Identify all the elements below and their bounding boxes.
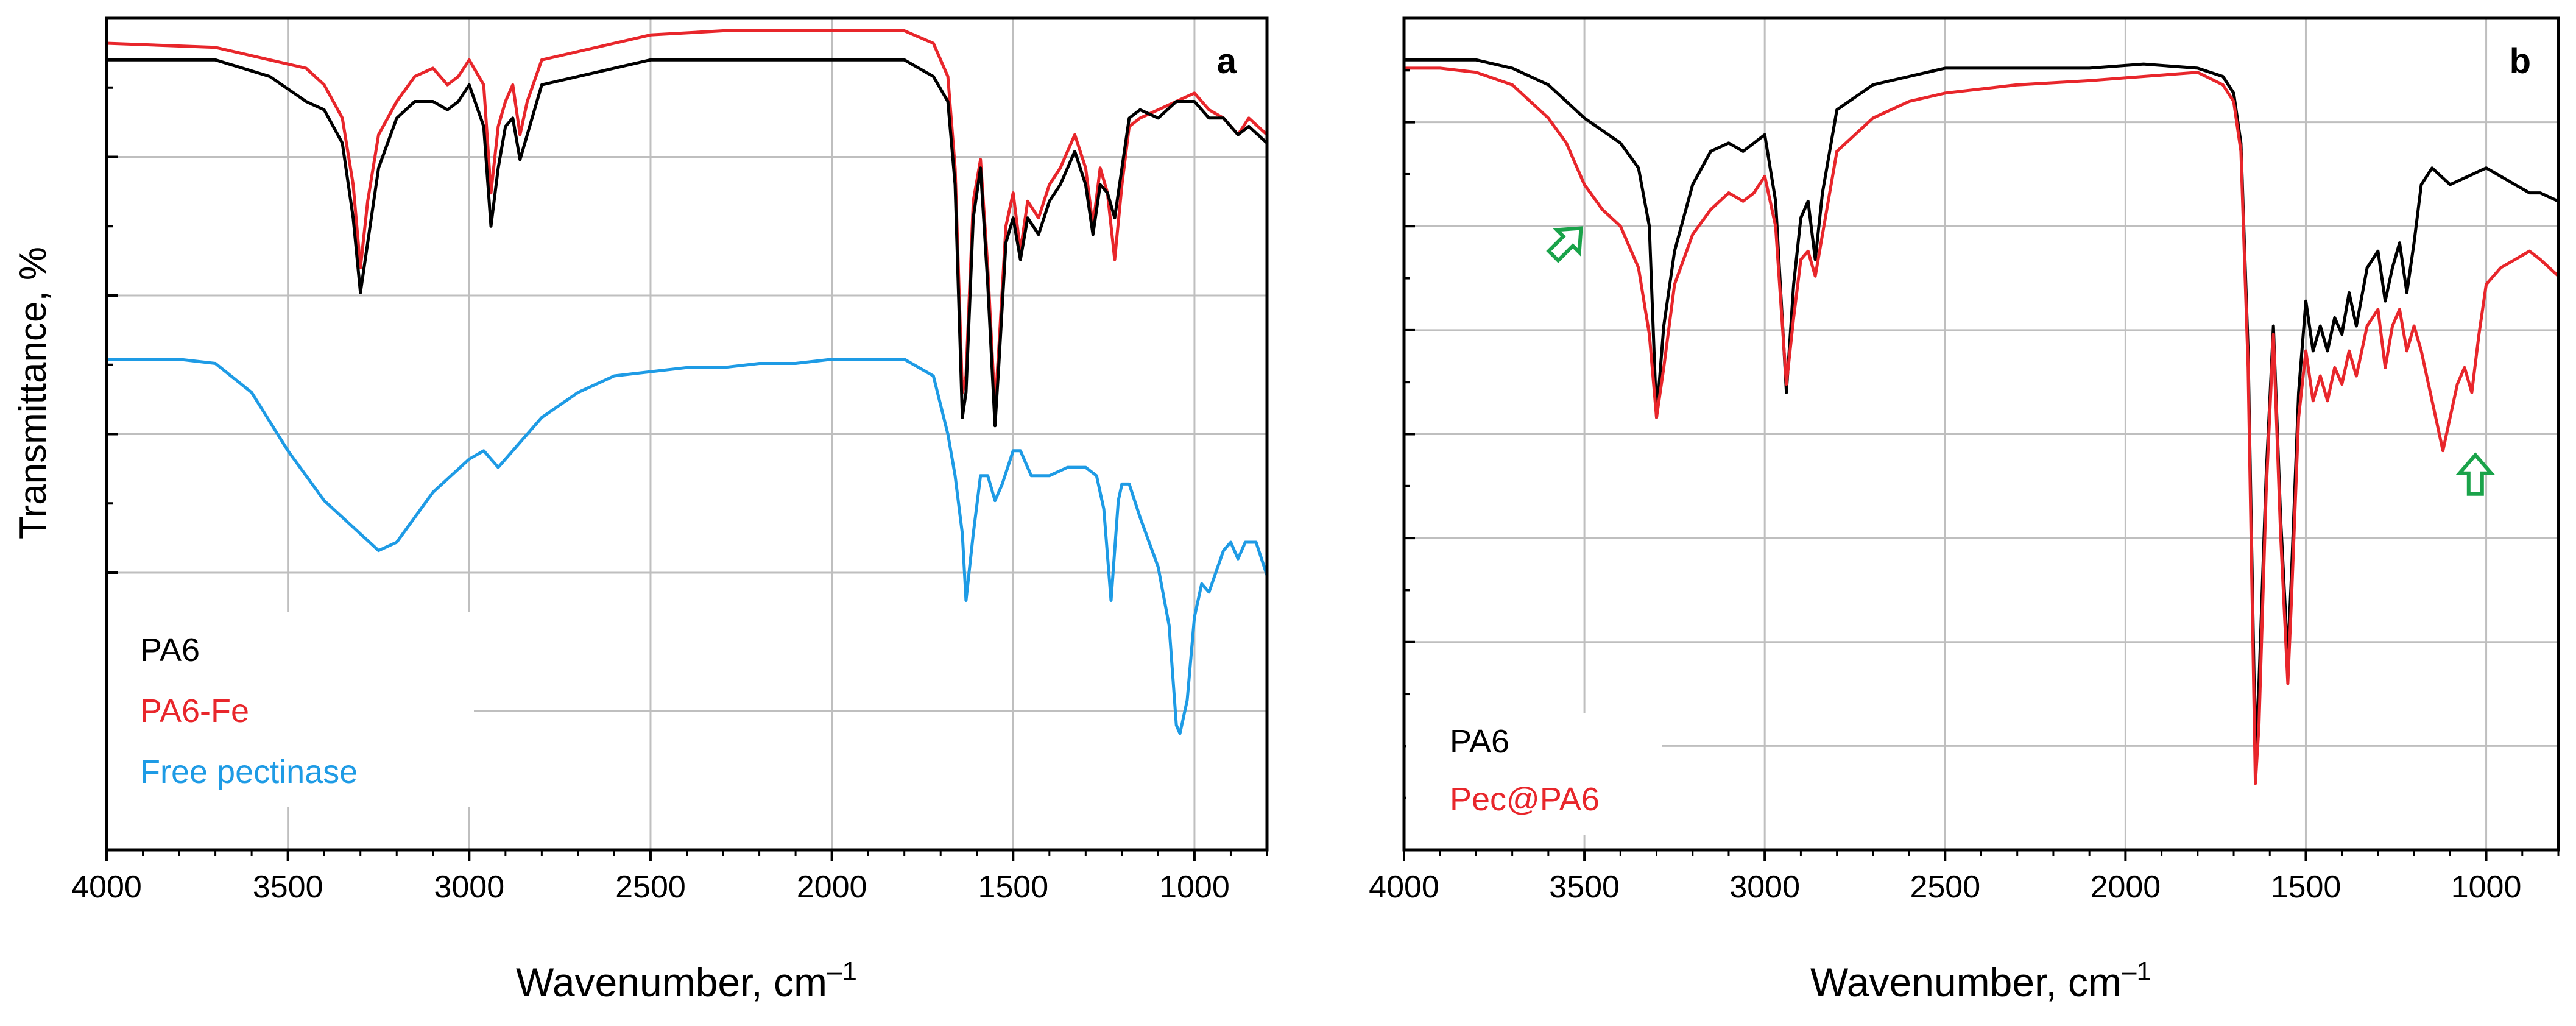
panel-b-arrows [1546, 226, 2496, 496]
series-line-pec-pa6 [1404, 66, 2560, 785]
legend-item-pa6-fe: PA6-Fe [140, 693, 249, 729]
legend-item-pa6-b: PA6 [1450, 723, 1509, 760]
panel-b-label: b [2510, 41, 2531, 81]
legend-item-pa6: PA6 [140, 632, 200, 668]
x-tick-label: 1500 [2271, 869, 2341, 905]
x-tick-label: 1500 [978, 869, 1048, 905]
x-tick-label: 2500 [615, 869, 686, 905]
x-tick-label: 3500 [253, 869, 323, 905]
x-tick-label: 2000 [2091, 869, 2161, 905]
panel-a-label: a [1217, 41, 1237, 81]
x-tick-label: 3500 [1549, 869, 1620, 905]
panel-a-ticks: 4000 3500 3000 2500 2000 1500 1000 [71, 17, 1268, 905]
x-tick-label: 4000 [71, 869, 142, 905]
series-line-pa6 [107, 58, 1268, 428]
series-line-pa6 [1404, 58, 2560, 752]
x-tick-label: 3000 [1729, 869, 1800, 905]
panel-b-frame [1402, 16, 2560, 852]
panel-b-legend-bg [1406, 713, 1662, 835]
panel-a-series [106, 29, 1269, 735]
x-tick-label: 1000 [1159, 869, 1230, 905]
panel-a-x-axis-label: Wavenumber, cm–1 [516, 957, 857, 1005]
panel-a-x-axis-label-sup: –1 [827, 957, 857, 986]
panel-b-series [1404, 58, 2560, 785]
panel-b: 4000 3500 3000 2500 2000 1500 1000 b PA6 Pec@P… [1369, 16, 2560, 1005]
annotation-arrow-icon [2455, 452, 2496, 496]
panel-a-legend-bg [108, 612, 474, 807]
panel-b-ticks: 4000 3500 3000 2500 2000 1500 1000 [1369, 17, 2560, 905]
series-line-free-pectinase [107, 358, 1269, 735]
legend-item-pec-pa6: Pec@PA6 [1450, 781, 1600, 818]
x-tick-label: 2000 [797, 869, 867, 905]
legend-item-free-pectinase: Free pectinase [140, 754, 358, 790]
annotation-arrow-icon [1546, 226, 1583, 263]
x-tick-label: 2500 [1910, 869, 1980, 905]
panel-a-frame [105, 16, 1269, 852]
x-tick-label: 3000 [434, 869, 504, 905]
y-axis-label: Transmittance, % [12, 247, 54, 539]
panel-a-x-axis-label-main: Wavenumber, cm [516, 960, 827, 1005]
x-tick-label: 1000 [2451, 869, 2522, 905]
panel-b-x-axis-label-main: Wavenumber, cm [1810, 960, 2122, 1005]
panel-a: 4000 3500 3000 2500 2000 1500 1000 a PA6 PA6-F… [71, 16, 1269, 1005]
panel-b-x-axis-label: Wavenumber, cm–1 [1810, 957, 2151, 1005]
panel-b-x-axis-label-sup: –1 [2122, 957, 2151, 986]
x-tick-label: 4000 [1369, 869, 1439, 905]
